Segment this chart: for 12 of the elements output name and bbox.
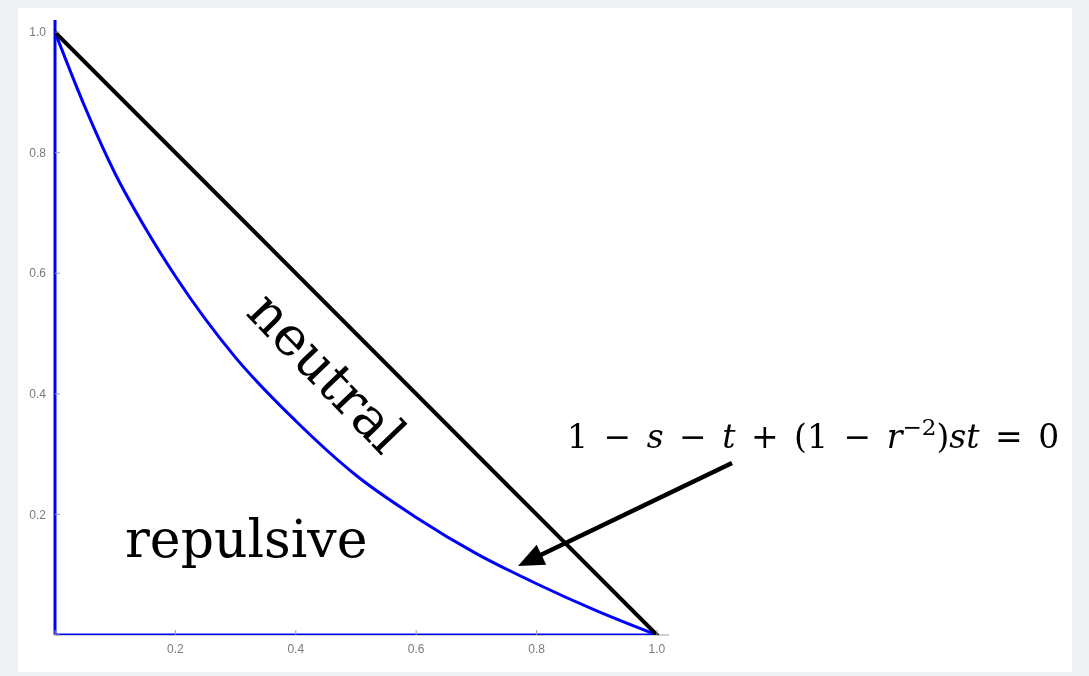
x-tick-label: 0.2	[167, 641, 185, 656]
x-tick-label: 0.6	[407, 641, 425, 656]
x-tick-label: 0.8	[528, 641, 546, 656]
x-tick-label: 1.0	[648, 641, 666, 656]
y-tick-label: 0.2	[29, 507, 47, 522]
y-tick-label: 1.0	[29, 25, 47, 40]
y-tick-label: 0.4	[29, 387, 47, 402]
y-tick-label: 0.8	[29, 145, 47, 160]
x-tick-label: 0.4	[287, 641, 305, 656]
y-tick-label: 0.6	[29, 266, 47, 281]
annotation: repulsive	[125, 509, 368, 569]
text: 1 − s − t + (1 − r$^{−2}$)st = 0	[567, 414, 1060, 456]
